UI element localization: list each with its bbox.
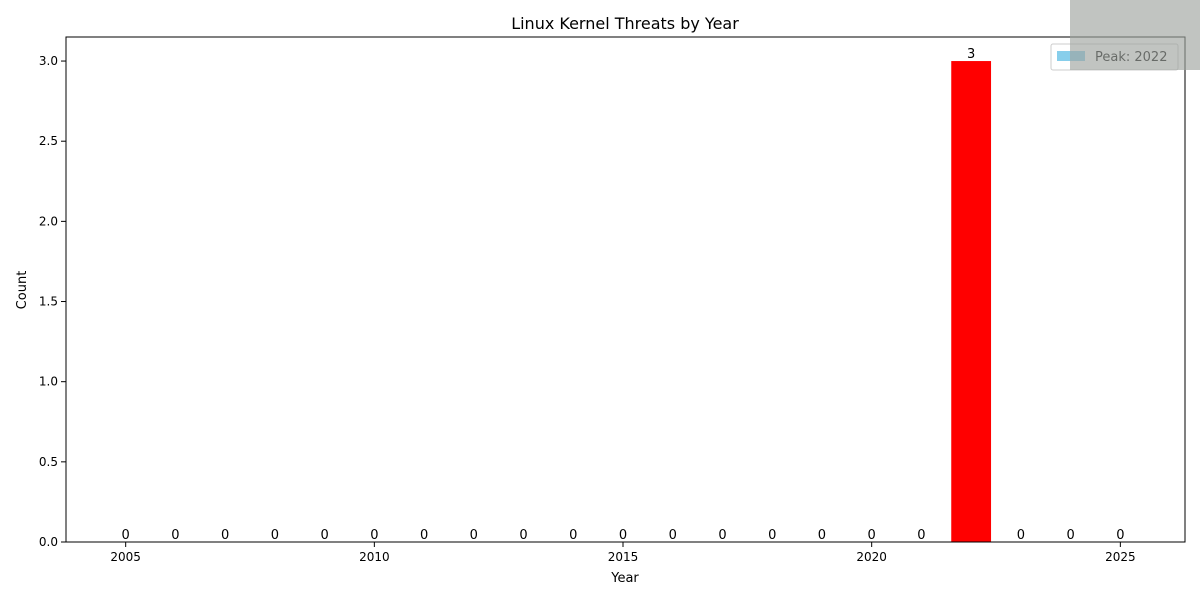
y-tick-label: 0.0 xyxy=(39,535,58,549)
data-label-2015: 0 xyxy=(619,528,627,543)
y-tick-label: 2.5 xyxy=(39,134,58,148)
y-tick-label: 2.0 xyxy=(39,214,58,228)
chart-title: Linux Kernel Threats by Year xyxy=(511,14,739,33)
x-tick-label: 2005 xyxy=(110,550,141,564)
y-tick-label: 0.5 xyxy=(39,455,58,469)
data-label-2014: 0 xyxy=(569,528,577,543)
y-tick-label: 1.0 xyxy=(39,375,58,389)
y-axis-label: Count xyxy=(15,271,30,310)
data-label-2005: 0 xyxy=(122,528,130,543)
data-label-2020: 0 xyxy=(868,528,876,543)
x-axis: 2005 2010 2015 2020 2025 xyxy=(110,542,1136,564)
data-label-2019: 0 xyxy=(818,528,826,543)
legend: Peak: 2022 xyxy=(1050,43,1179,71)
x-axis-label: Year xyxy=(610,571,639,586)
y-tick-label: 3.0 xyxy=(39,54,58,68)
data-label-2007: 0 xyxy=(221,528,229,543)
x-tick-label: 2015 xyxy=(608,550,639,564)
data-label-2025: 0 xyxy=(1116,528,1124,543)
legend-swatch xyxy=(1057,51,1085,61)
data-label-2023: 0 xyxy=(1017,528,1025,543)
data-label-2011: 0 xyxy=(420,528,428,543)
data-label-2008: 0 xyxy=(271,528,279,543)
y-axis: 0.0 0.5 1.0 1.5 2.0 2.5 3.0 xyxy=(39,54,66,549)
legend-label: Peak: 2022 xyxy=(1095,50,1167,65)
bar-2022 xyxy=(951,61,992,543)
data-label-2022: 3 xyxy=(967,47,975,62)
y-tick-label: 1.5 xyxy=(39,295,58,309)
data-label-2006: 0 xyxy=(171,528,179,543)
x-tick-label: 2025 xyxy=(1105,550,1136,564)
data-label-2018: 0 xyxy=(768,528,776,543)
x-tick-label: 2010 xyxy=(359,550,390,564)
data-label-2013: 0 xyxy=(519,528,527,543)
data-label-2024: 0 xyxy=(1066,528,1074,543)
data-label-2017: 0 xyxy=(718,528,726,543)
data-labels-layer: 0 0 0 0 0 0 0 0 0 0 0 0 0 0 0 0 0 3 0 0 0 xyxy=(122,47,1125,543)
x-tick-label: 2020 xyxy=(856,550,887,564)
plot-area-frame xyxy=(65,36,1186,543)
data-label-2010: 0 xyxy=(370,528,378,543)
data-label-2012: 0 xyxy=(470,528,478,543)
bars-layer xyxy=(951,61,992,543)
data-label-2016: 0 xyxy=(669,528,677,543)
data-label-2009: 0 xyxy=(320,528,328,543)
data-label-2021: 0 xyxy=(917,528,925,543)
